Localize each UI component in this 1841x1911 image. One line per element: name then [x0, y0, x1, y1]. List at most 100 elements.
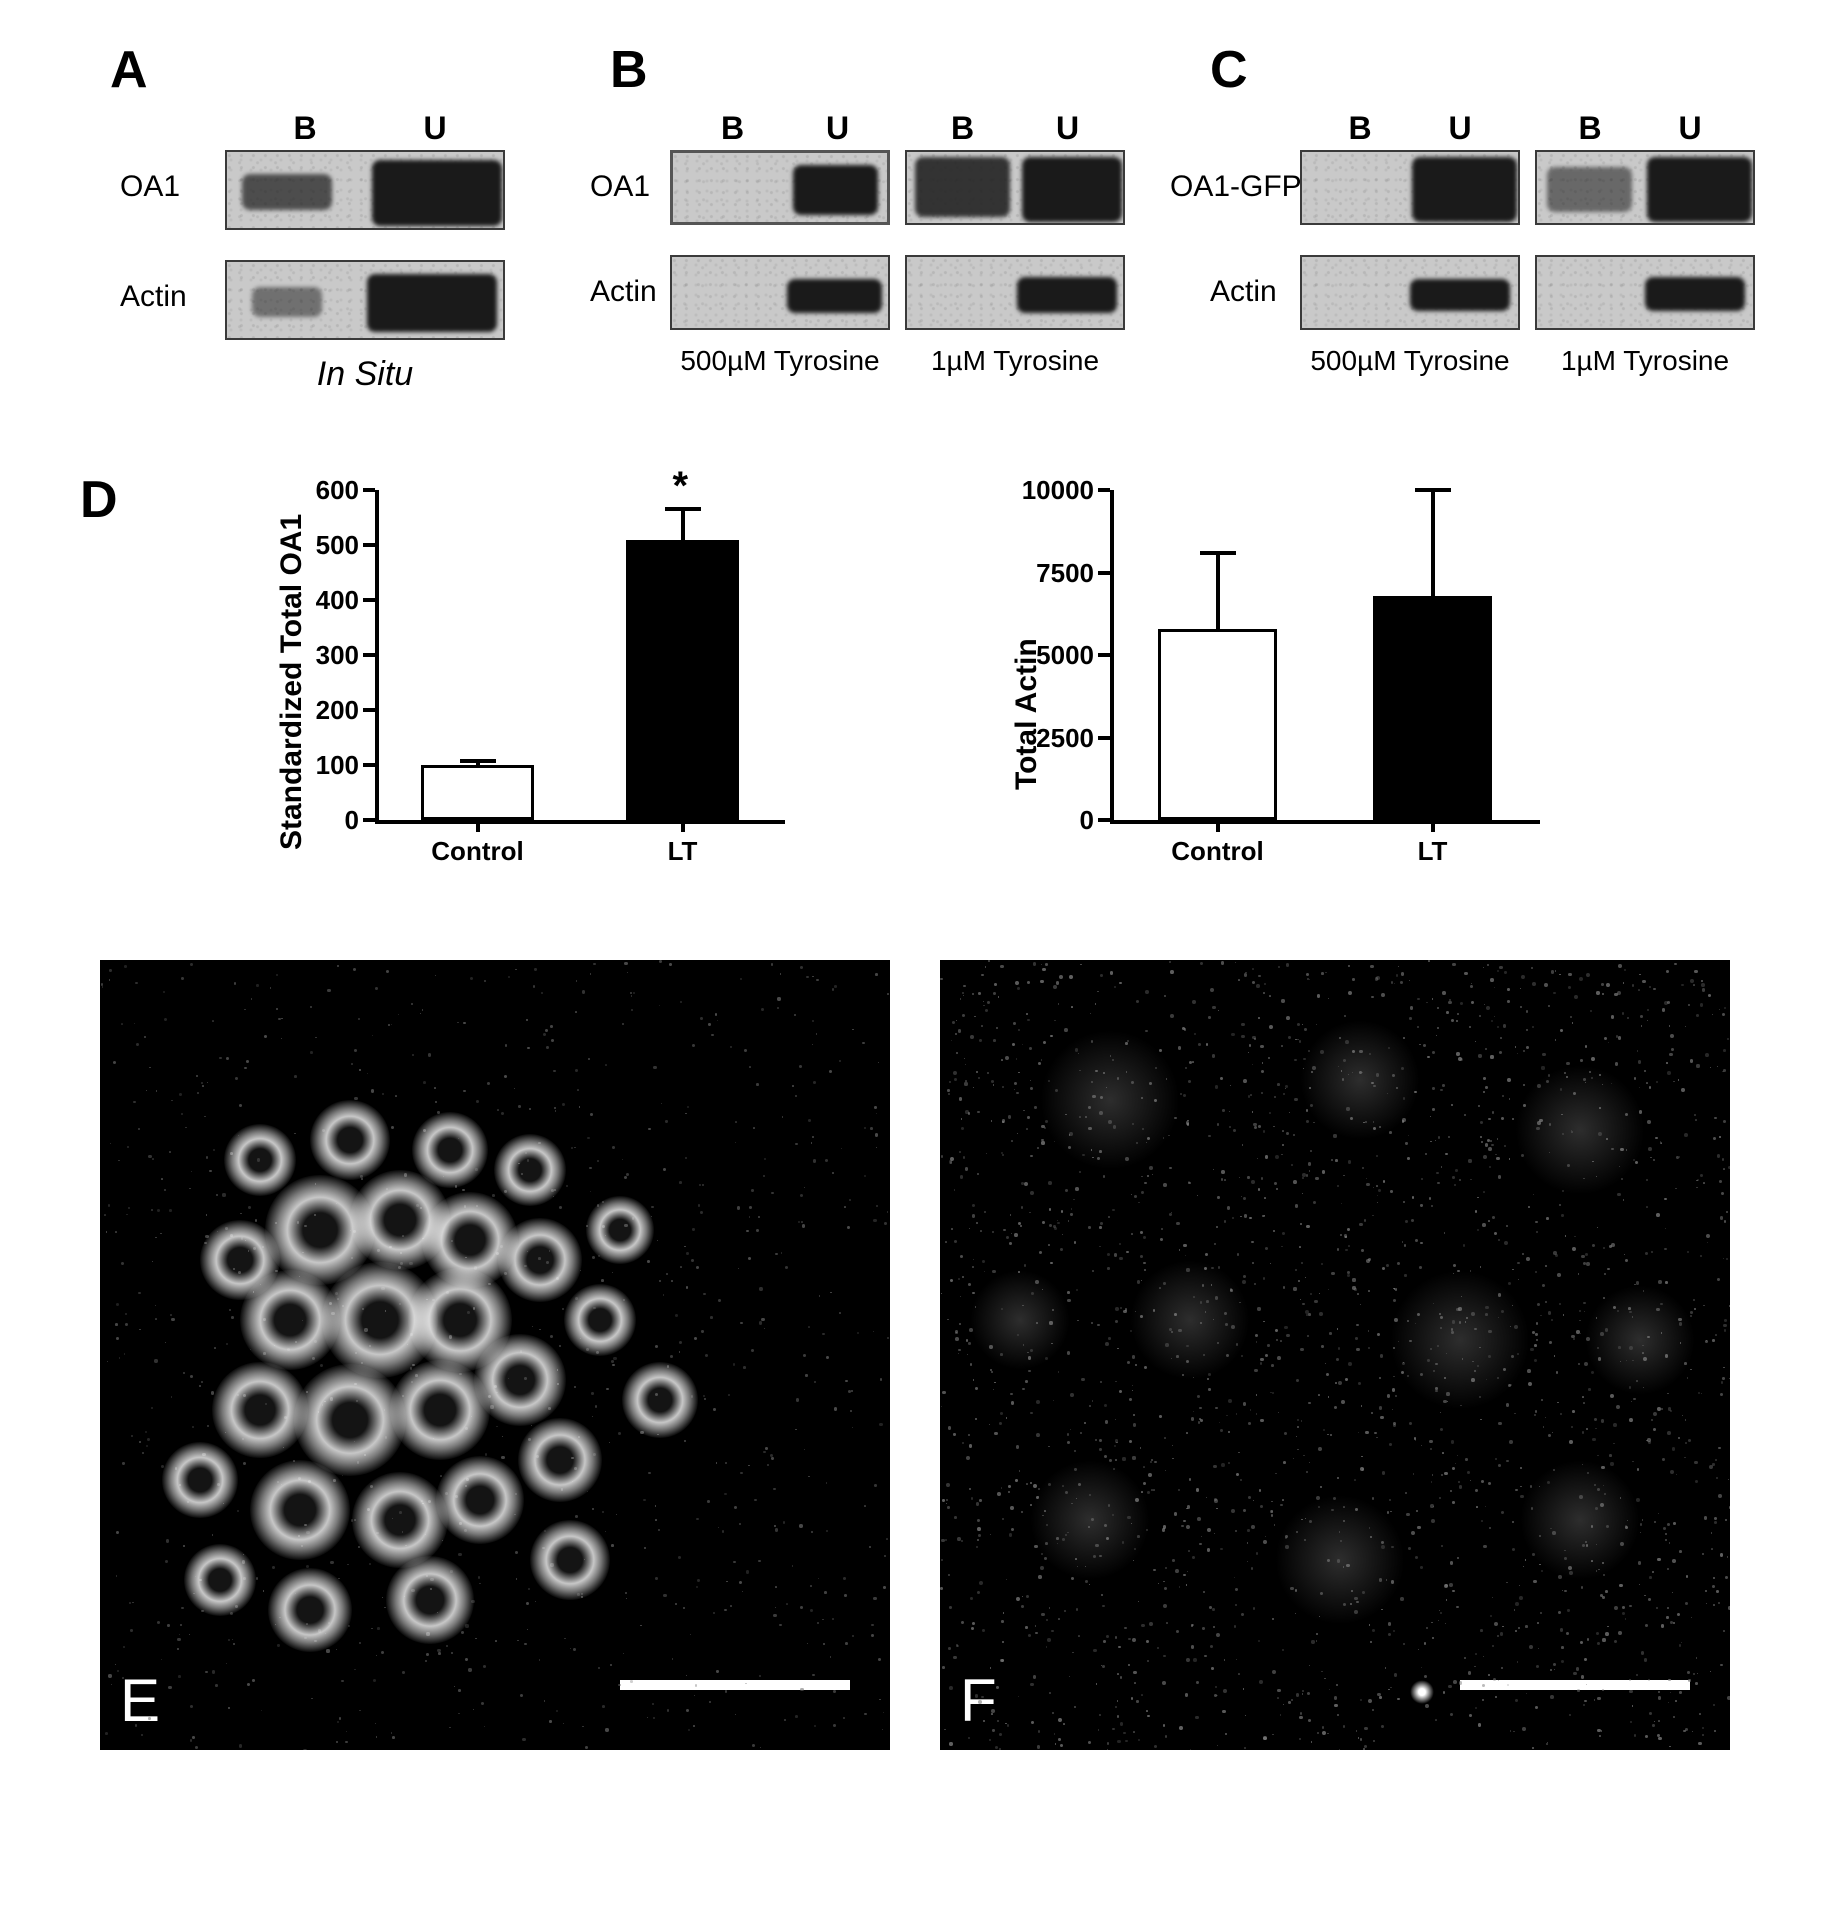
speckle — [1115, 1419, 1117, 1421]
speckle — [255, 1219, 257, 1221]
speckle — [1583, 1704, 1585, 1706]
speckle — [1283, 1093, 1285, 1095]
speckle — [1328, 1289, 1329, 1290]
speckle — [206, 1156, 209, 1159]
speckle — [1197, 1395, 1201, 1399]
speckle — [1573, 1338, 1575, 1340]
speckle — [1648, 1441, 1651, 1444]
speckle — [1495, 1458, 1497, 1460]
speckle — [1688, 1439, 1691, 1442]
lane-label-u: U — [423, 110, 446, 147]
speckle — [207, 1425, 208, 1426]
speckle — [960, 1296, 961, 1297]
speckle — [1685, 1442, 1687, 1444]
speckle — [1723, 1069, 1726, 1072]
speckle — [1325, 972, 1326, 973]
speckle — [945, 1539, 947, 1541]
speckle — [1584, 1311, 1586, 1313]
speckle — [1706, 1234, 1710, 1238]
speckle — [1306, 1471, 1308, 1473]
diffuse-blob — [970, 1270, 1070, 1370]
speckle — [1703, 1182, 1705, 1184]
speckle — [1072, 1652, 1073, 1653]
speckle — [1550, 1695, 1554, 1699]
speckle — [1518, 1279, 1519, 1280]
speckle — [716, 1670, 718, 1672]
speckle — [876, 1113, 877, 1114]
speckle — [941, 1155, 944, 1158]
speckle — [1211, 1667, 1214, 1670]
speckle — [830, 1292, 832, 1294]
speckle — [1235, 962, 1236, 963]
speckle — [1053, 1400, 1054, 1401]
speckle — [1192, 1061, 1194, 1063]
speckle — [740, 978, 742, 980]
speckle — [1283, 1286, 1285, 1288]
speckle — [192, 1736, 195, 1739]
speckle — [1435, 1140, 1436, 1141]
speckle — [1601, 983, 1604, 986]
speckle — [1304, 1028, 1307, 1031]
speckle — [1696, 1064, 1699, 1067]
speckle — [686, 1709, 689, 1712]
speckle — [277, 1644, 279, 1646]
speckle — [998, 996, 999, 997]
speckle — [1541, 1066, 1544, 1069]
speckle — [1452, 1590, 1454, 1592]
speckle — [1380, 1354, 1383, 1357]
speckle — [670, 1355, 673, 1358]
speckle — [435, 1101, 437, 1103]
speckle — [553, 1070, 556, 1073]
speckle — [1097, 1324, 1100, 1327]
speckle — [371, 1089, 374, 1092]
speckle — [1181, 1525, 1183, 1527]
speckle — [226, 1057, 229, 1060]
speckle — [1618, 964, 1622, 968]
speckle — [1224, 1179, 1226, 1181]
speckle — [819, 1295, 820, 1296]
speckle — [783, 1521, 786, 1524]
speckle — [533, 985, 536, 988]
speckle — [212, 1534, 213, 1535]
speckle — [142, 1452, 144, 1454]
speckle — [1644, 1658, 1647, 1661]
speckle — [1581, 1255, 1584, 1258]
speckle — [1512, 1118, 1514, 1120]
speckle — [773, 1488, 775, 1490]
speckle — [795, 1715, 798, 1718]
speckle — [1132, 1456, 1135, 1459]
speckle — [1561, 1660, 1564, 1663]
speckle — [1265, 1536, 1266, 1537]
speckle — [679, 1351, 681, 1353]
speckle — [983, 1005, 984, 1006]
speckle — [1091, 1322, 1093, 1324]
y-tick — [363, 598, 375, 602]
speckle — [492, 1194, 495, 1197]
speckle — [833, 1724, 836, 1727]
speckle — [330, 1561, 333, 1564]
speckle — [886, 1538, 888, 1540]
speckle — [115, 1231, 117, 1233]
speckle — [130, 1629, 133, 1632]
speckle — [1136, 1700, 1138, 1702]
speckle — [595, 1405, 597, 1407]
speckle — [1068, 1220, 1069, 1221]
speckle — [1140, 1231, 1143, 1234]
speckle — [1525, 1559, 1526, 1560]
speckle — [1033, 962, 1037, 966]
speckle — [1649, 1086, 1651, 1088]
speckle — [1256, 1394, 1257, 1395]
speckle — [696, 1266, 699, 1269]
condition-insitu: In Situ — [225, 355, 505, 394]
speckle — [1610, 1394, 1614, 1398]
speckle — [183, 1545, 184, 1546]
speckle — [1631, 1401, 1633, 1403]
speckle — [1277, 1689, 1280, 1692]
speckle — [1475, 1653, 1477, 1655]
y-tick — [1098, 571, 1110, 575]
speckle — [626, 1173, 629, 1176]
speckle — [1305, 1310, 1309, 1314]
speckle — [954, 1078, 957, 1081]
speckle — [812, 1020, 814, 1022]
speckle — [1295, 1269, 1297, 1271]
